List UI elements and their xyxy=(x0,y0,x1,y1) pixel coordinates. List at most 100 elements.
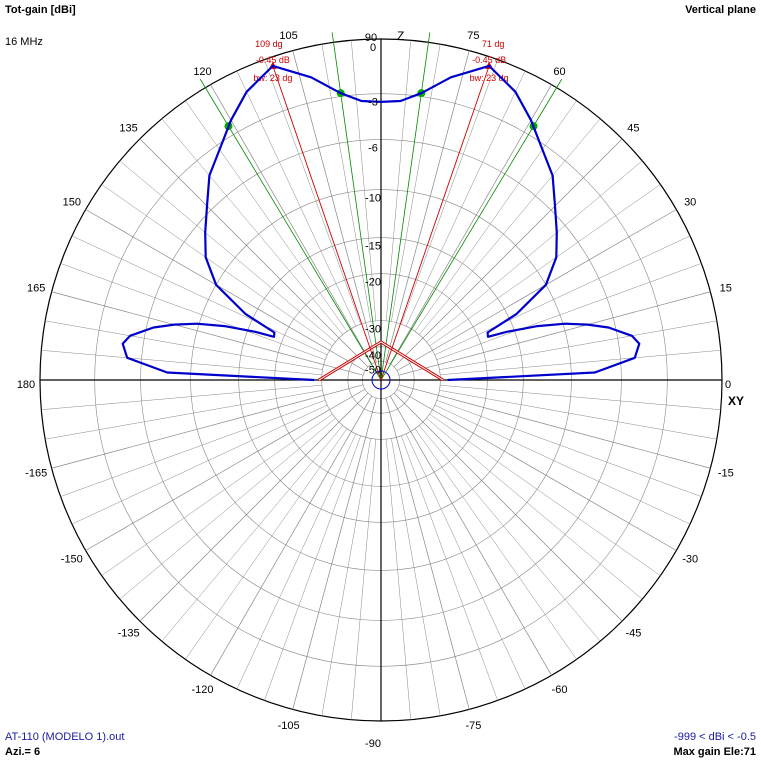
annotation-angle: 109 dg xyxy=(255,39,283,49)
grid-spoke xyxy=(139,138,369,368)
radial-tick-label: -50 xyxy=(365,365,381,377)
file-name: AT-110 (MODELO 1).out xyxy=(5,731,125,743)
max-gain-label: Max gain Ele:71 xyxy=(673,746,756,758)
base-wedge-inner xyxy=(318,341,444,381)
plane-label: Vertical plane xyxy=(685,4,756,16)
grid-spoke xyxy=(436,400,702,497)
grid-spoke xyxy=(434,404,691,525)
grid-spoke xyxy=(429,413,661,576)
angle-tick-label: 105 xyxy=(279,30,297,42)
grid-spoke xyxy=(51,291,364,376)
grid-spoke xyxy=(210,84,373,365)
grid-spoke xyxy=(119,160,336,343)
radial-tick-label: -6 xyxy=(368,143,378,155)
angle-tick-label: 180 xyxy=(17,379,35,391)
grid-spoke xyxy=(385,40,411,321)
grid-spoke xyxy=(321,44,371,322)
azimuth-label: Azi.= 6 xyxy=(5,746,41,758)
grid-spoke xyxy=(429,184,661,347)
radial-tick-label: -40 xyxy=(365,350,381,362)
grid-spoke xyxy=(398,291,711,376)
grid-spoke xyxy=(51,384,364,469)
annotation-gain: -0.45 dB xyxy=(256,55,290,65)
grid-spoke xyxy=(292,50,377,363)
grid-spoke xyxy=(45,390,323,440)
angle-tick-label: -30 xyxy=(682,554,698,566)
grid-spoke xyxy=(391,44,441,322)
angle-tick-label: 0 xyxy=(725,379,731,391)
angle-tick-label: 15 xyxy=(720,283,732,295)
chart-title: Tot-gain [dBi] xyxy=(5,4,76,16)
grid-spoke xyxy=(60,400,326,497)
annotation-angle: 71 dg xyxy=(482,39,505,49)
frequency-label: 16 MHz xyxy=(5,36,43,48)
gain-range: -999 < dBi < -0.5 xyxy=(674,731,756,743)
grid-spoke xyxy=(439,320,717,370)
grid-spoke xyxy=(85,388,366,551)
grid-spoke xyxy=(396,388,677,551)
angle-tick-label: -90 xyxy=(365,738,381,750)
grid-spoke xyxy=(426,417,643,600)
polar-labels: 0153045607590105120135150165180-165-150-… xyxy=(17,29,744,750)
z-axis-label: Z xyxy=(397,29,404,43)
xy-axis-label: XY xyxy=(728,394,744,408)
angle-tick-label: 165 xyxy=(27,283,45,295)
grid-spoke xyxy=(436,263,702,360)
angle-tick-label: 120 xyxy=(193,66,211,78)
grid-spoke xyxy=(236,70,357,327)
max-gain-line xyxy=(380,66,490,381)
radial-tick-label: -10 xyxy=(365,193,381,205)
angle-tick-label: -15 xyxy=(718,467,734,479)
grid-spoke xyxy=(236,433,357,690)
grid-spoke xyxy=(398,384,711,469)
angle-tick-label: -165 xyxy=(25,467,47,479)
grid-spoke xyxy=(185,100,348,332)
grid-spoke xyxy=(396,209,677,372)
angle-tick-label: 90 xyxy=(365,32,377,44)
grid-spoke xyxy=(71,235,328,356)
radial-tick-label: -3 xyxy=(368,97,378,109)
grid-spoke xyxy=(71,404,328,525)
grid-spoke xyxy=(161,118,344,335)
angle-tick-label: -135 xyxy=(118,627,140,639)
angle-tick-label: 45 xyxy=(627,123,639,135)
grid-spoke xyxy=(393,392,623,622)
radial-tick-label: -15 xyxy=(365,241,381,253)
grid-spoke xyxy=(385,439,411,720)
grid-spoke xyxy=(41,350,322,376)
angle-tick-label: 30 xyxy=(684,197,696,209)
angle-tick-label: -150 xyxy=(61,554,83,566)
grid-spoke xyxy=(351,40,377,321)
grid-spoke xyxy=(418,425,601,642)
angle-tick-label: -75 xyxy=(465,720,481,732)
radial-tick-label: -30 xyxy=(365,324,381,336)
grid-spoke xyxy=(161,425,344,642)
grid-spoke xyxy=(85,209,366,372)
grid-spoke xyxy=(434,235,691,356)
angle-tick-label: 135 xyxy=(119,123,137,135)
radial-tick-label: 0 xyxy=(370,42,376,54)
grid-spoke xyxy=(264,435,361,701)
grid-spoke xyxy=(264,59,361,325)
grid-spoke xyxy=(440,384,721,410)
grid-spoke xyxy=(418,118,601,335)
center-circle xyxy=(371,370,391,390)
grid-spoke xyxy=(439,390,717,440)
grid-spoke xyxy=(389,84,552,365)
grid-spoke xyxy=(60,263,326,360)
angle-tick-label: -45 xyxy=(625,627,641,639)
grid-spoke xyxy=(45,320,323,370)
annotation-bw: bw: 23 dg xyxy=(470,73,509,83)
grid-spoke xyxy=(440,350,721,376)
grid-spoke xyxy=(139,392,369,622)
angle-tick-label: 75 xyxy=(467,30,479,42)
grid-spoke xyxy=(426,160,643,343)
angle-tick-label: -105 xyxy=(278,720,300,732)
grid-spoke xyxy=(393,138,623,368)
angle-tick-label: 150 xyxy=(63,197,81,209)
annotation-bw: bw: 23 dg xyxy=(253,73,292,83)
grid-spoke xyxy=(385,397,470,710)
radiation-pattern xyxy=(121,64,641,390)
radial-tick-label: -20 xyxy=(365,277,381,289)
grid-spoke xyxy=(321,438,371,716)
